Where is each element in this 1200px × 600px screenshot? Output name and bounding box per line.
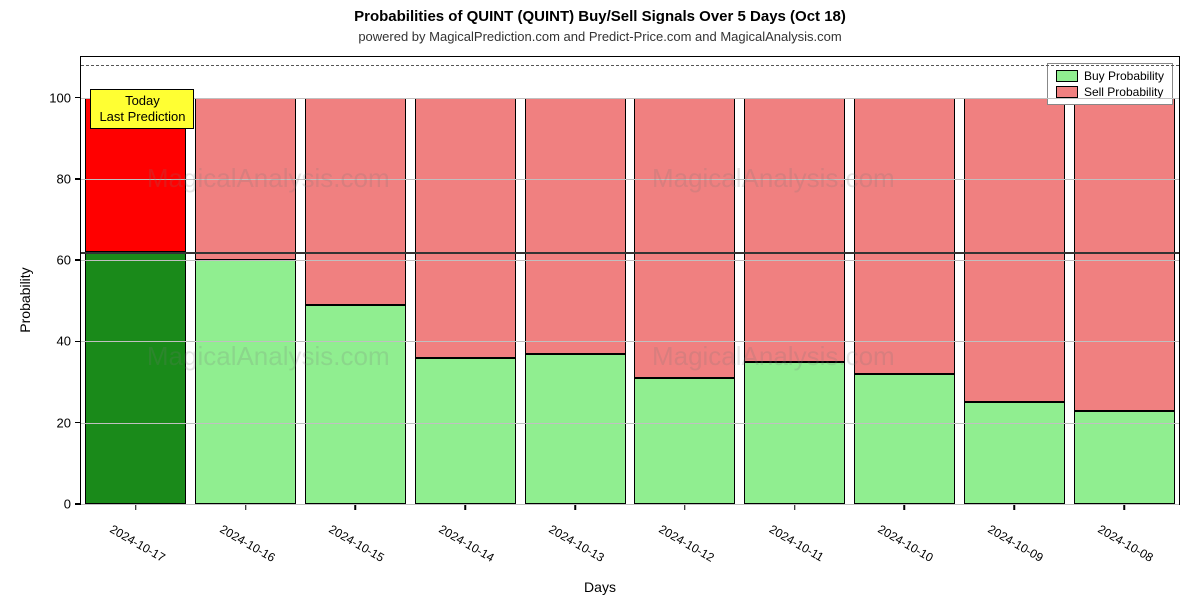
chart-subtitle: powered by MagicalPrediction.com and Pre… [0,25,1200,44]
bar-segment-sell [525,98,626,354]
legend-swatch-sell [1056,86,1078,98]
x-tick-label: 2024-10-12 [656,522,716,565]
bar-segment-sell [854,98,955,374]
bar-segment-buy [1074,411,1175,504]
y-tick-mark [75,178,81,180]
highlight-line [81,252,1179,254]
x-tick-label: 2024-10-17 [107,522,167,565]
chart-legend: Buy Probability Sell Probability [1047,63,1173,105]
bar-segment-buy [744,362,845,504]
legend-row-buy: Buy Probability [1056,68,1164,84]
x-tick-label: 2024-10-16 [217,522,277,565]
y-tick-mark [75,341,81,343]
y-tick-label: 40 [57,334,71,349]
bar-segment-sell [1074,98,1175,411]
bar-group: 2024-10-08 [1074,57,1175,504]
bar-segment-sell [634,98,735,378]
bar-segment-buy [525,354,626,504]
bar-segment-buy [634,378,735,504]
bar-segment-sell [964,98,1065,403]
x-tick-label: 2024-10-15 [327,522,387,565]
x-tick-label: 2024-10-11 [767,522,826,564]
y-tick-label: 100 [49,90,71,105]
x-tick-label: 2024-10-10 [876,522,936,565]
x-tick-label: 2024-10-08 [1096,522,1156,565]
today-annotation: TodayLast Prediction [90,89,194,130]
bar-group: 2024-10-13 [525,57,626,504]
x-axis-label: Days [584,579,616,595]
bars-area: 2024-10-172024-10-162024-10-152024-10-14… [81,57,1179,504]
bar-group: 2024-10-15 [305,57,406,504]
gridline [81,341,1179,342]
bar-segment-buy [305,305,406,504]
bar-segment-buy [195,260,296,504]
bar-group: 2024-10-10 [854,57,955,504]
bar-segment-buy [415,358,516,504]
bar-group: 2024-10-11 [744,57,845,504]
y-tick-mark [75,422,81,424]
y-tick-label: 0 [64,497,71,512]
bar-segment-sell [415,98,516,358]
gridline [81,423,1179,424]
bar-group: 2024-10-14 [415,57,516,504]
x-tick-label: 2024-10-13 [547,522,607,565]
bar-group: 2024-10-12 [634,57,735,504]
bar-segment-buy [854,374,955,504]
chart-title: Probabilities of QUINT (QUINT) Buy/Sell … [0,0,1200,25]
annotation-line2: Last Prediction [99,109,185,125]
annotation-line1: Today [99,93,185,109]
gridline [81,98,1179,99]
y-tick-label: 60 [57,253,71,268]
y-tick-label: 80 [57,171,71,186]
y-tick-mark [75,259,81,261]
bar-segment-sell [305,98,406,305]
bar-segment-buy [85,252,186,504]
gridline [81,260,1179,261]
x-tick-label: 2024-10-14 [437,522,497,565]
x-tick-label: 2024-10-09 [986,522,1046,565]
y-axis-label: Probability [17,267,33,332]
gridline [81,179,1179,180]
y-tick-label: 20 [57,415,71,430]
y-tick-mark [75,97,81,99]
legend-label-buy: Buy Probability [1084,69,1164,83]
bar-segment-buy [964,402,1065,504]
legend-swatch-buy [1056,70,1078,82]
bar-group: 2024-10-16 [195,57,296,504]
bar-group: 2024-10-09 [964,57,1065,504]
y-tick-mark [75,503,81,505]
chart-plot-area: 2024-10-172024-10-162024-10-152024-10-14… [80,56,1180,505]
gridline [81,504,1179,505]
limit-line [81,65,1179,66]
bar-segment-sell [744,98,845,362]
